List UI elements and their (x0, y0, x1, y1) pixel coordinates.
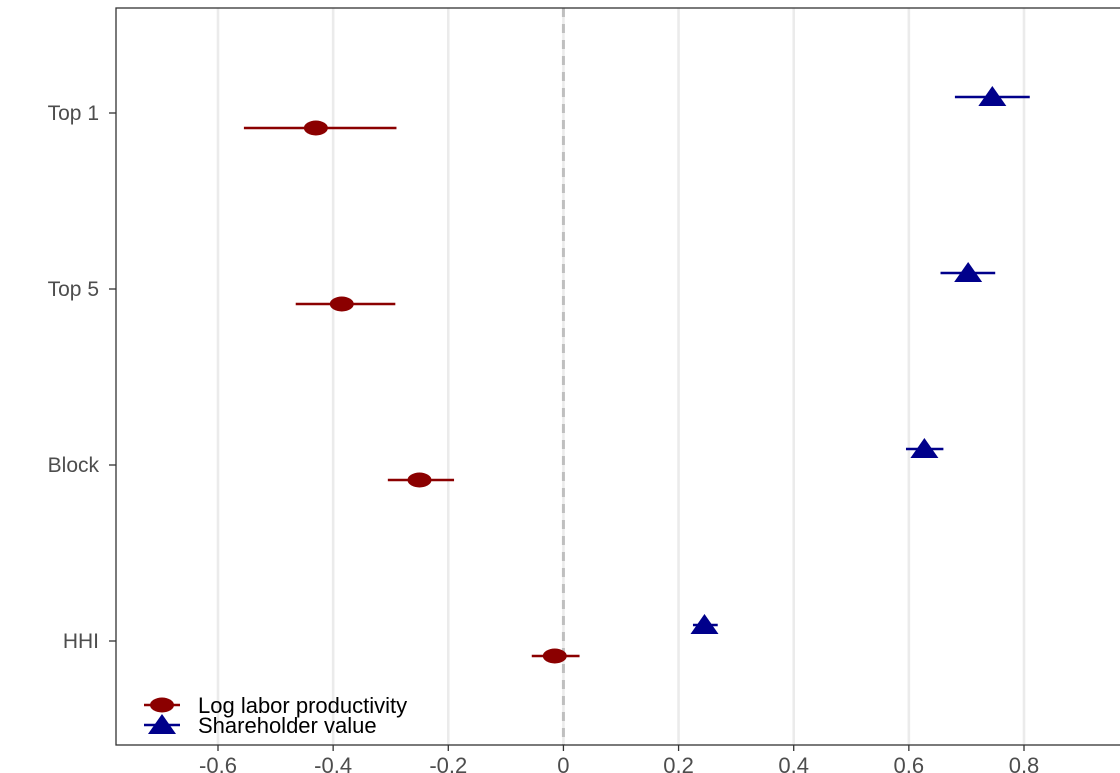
data-marks (243, 86, 1030, 664)
y-tick-label: HHI (63, 630, 99, 653)
plot-background (116, 8, 1120, 745)
point-estimate-circle (329, 296, 354, 312)
x-tick-label: 0 (557, 753, 569, 773)
x-tick-label: -0.6 (199, 753, 237, 773)
point-estimate-triangle (954, 262, 983, 282)
point-estimate-triangle (910, 438, 939, 458)
x-tick-label: -0.4 (314, 753, 352, 773)
y-tick-label: Block (48, 454, 100, 477)
x-axis: -0.6 -0.4 -0.2 0 0.2 0.4 0.6 0.8 (199, 745, 1039, 773)
x-tick-label: 0.2 (663, 753, 694, 773)
x-tick-label: -0.2 (429, 753, 467, 773)
grid-lines (216, 8, 1026, 745)
legend-key-triangle (148, 714, 176, 734)
y-tick-label: Top 1 (48, 102, 99, 125)
point-estimate-triangle (690, 614, 719, 634)
x-tick-label: 0.4 (778, 753, 809, 773)
point-estimate-circle (407, 472, 432, 488)
point-estimate-circle (542, 648, 567, 664)
y-tick-label: Top 5 (48, 278, 99, 301)
legend-label: Shareholder value (198, 713, 377, 738)
x-tick-label: 0.6 (894, 753, 925, 773)
legend-label: Log labor productivity (198, 693, 407, 718)
point-estimate-triangle (978, 86, 1007, 106)
y-axis: Top 1 Top 5 Block HHI (48, 102, 116, 653)
point-estimate-circle (303, 120, 328, 136)
legend-key-circle (150, 697, 174, 713)
x-tick-label: 0.8 (1009, 753, 1040, 773)
plot-panel-border (115, 7, 1120, 746)
